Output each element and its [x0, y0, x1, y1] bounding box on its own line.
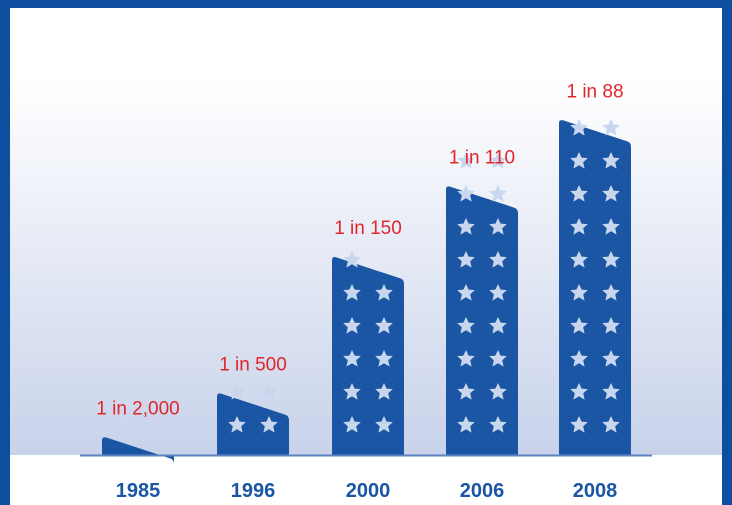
bar-1985	[102, 437, 174, 465]
year-label-2000: 2000	[346, 480, 391, 502]
rate-label-2006: 1 in 110	[449, 148, 515, 169]
rate-label-1996: 1 in 500	[219, 355, 287, 376]
bar-2008	[559, 120, 631, 455]
year-label-2006: 2006	[460, 480, 505, 502]
year-label-1996: 1996	[231, 480, 276, 502]
rate-label-2008: 1 in 88	[566, 81, 623, 102]
bar-2000	[332, 257, 404, 455]
bar-2006	[446, 186, 518, 455]
year-label-2008: 2008	[573, 480, 618, 502]
year-label-1985: 1985	[116, 480, 161, 502]
rate-label-1985: 1 in 2,000	[96, 398, 179, 419]
rate-label-2000: 1 in 150	[334, 218, 402, 239]
bar-1996	[217, 393, 289, 455]
